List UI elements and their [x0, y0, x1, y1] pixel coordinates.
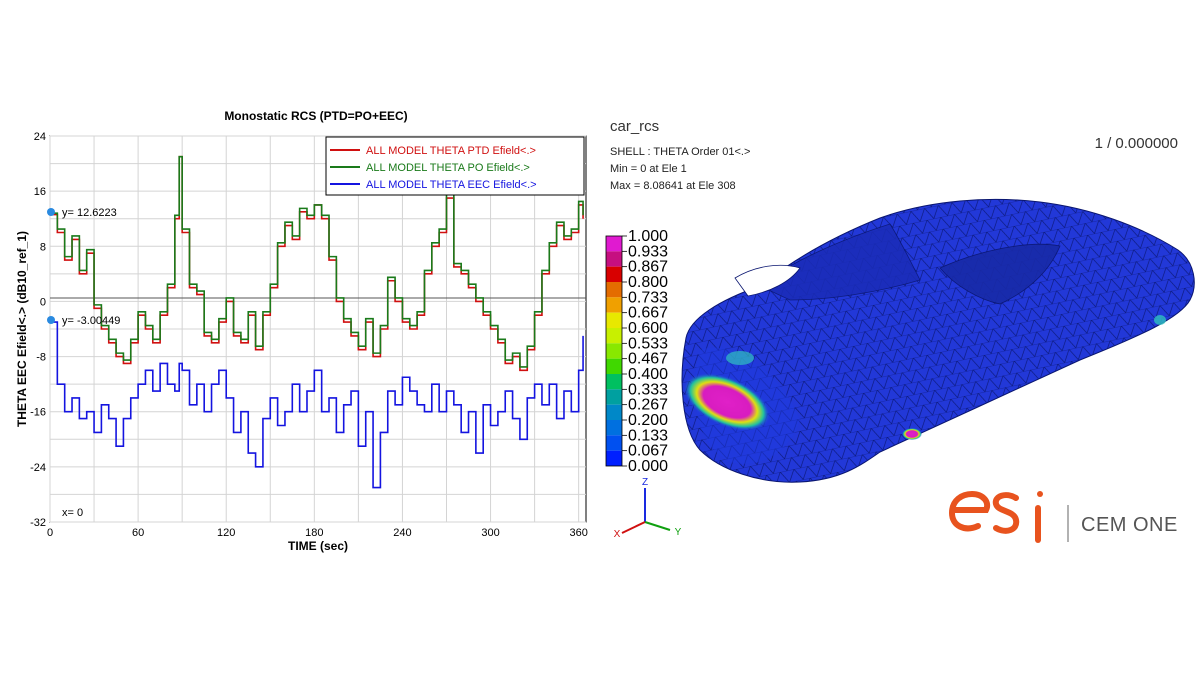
colorbar-label: 0.400 — [628, 366, 668, 383]
x-tick-label: 120 — [217, 527, 235, 539]
model-info-line2: Min = 0 at Ele 1 — [610, 163, 687, 175]
car-mesh-model[interactable] — [675, 198, 1195, 483]
colorbar-label: 0.800 — [628, 274, 668, 291]
x-tick-labels: 0 60 120 180 240 300 360 — [47, 527, 588, 539]
product-name: CEM ONE — [1081, 514, 1178, 536]
colorbar-label: 0.933 — [628, 243, 668, 260]
colorbar-swatch — [606, 297, 622, 313]
axis-triad: Z X Y — [614, 477, 682, 540]
colorbar-swatch — [606, 435, 622, 451]
chart-legend: ALL MODEL THETA PTD Efield<.> ALL MODEL … — [325, 136, 585, 196]
rcs-chart: Monostatic RCS (PTD=PO+EEC) 24 16 8 0 -8 -16 -… — [15, 109, 588, 553]
colorbar-swatch — [606, 404, 622, 420]
triad-x-label: X — [614, 529, 621, 540]
colorbar-label: 0.867 — [628, 259, 668, 276]
y-tick-label: -8 — [36, 352, 46, 364]
x-tick-label: 240 — [393, 527, 411, 539]
colorbar-label: 0.600 — [628, 320, 668, 337]
colorbar-swatch — [606, 266, 622, 282]
model-info-line3: Max = 8.08641 at Ele 308 — [610, 180, 736, 192]
colorbar-swatch — [606, 236, 622, 252]
series-line-po — [50, 155, 584, 368]
x-tick-label: 360 — [569, 527, 587, 539]
colorbar-label: 0.267 — [628, 397, 668, 414]
colorbar-swatch — [606, 328, 622, 344]
upper-marker-handle[interactable] — [47, 208, 55, 216]
colorbar-swatch — [606, 343, 622, 359]
brand-block: CEM ONE — [948, 490, 1178, 543]
frame-readout: 1 / 0.000000 — [1095, 135, 1178, 152]
x-tick-label: 180 — [305, 527, 323, 539]
y-tick-label: 16 — [34, 186, 46, 198]
color-legend: 1.0000.9330.8670.8000.7330.6670.6000.533… — [605, 228, 668, 475]
lower-marker-readout: y= -3.00449 — [62, 315, 120, 327]
chart-grid — [49, 135, 586, 523]
y-tick-label: 24 — [34, 131, 46, 143]
colorbar-label: 1.000 — [628, 228, 668, 245]
colorbar-label: 0.067 — [628, 443, 668, 460]
series-lines — [50, 155, 584, 489]
colorbar-swatch — [606, 450, 622, 466]
x-tick-label: 0 — [47, 527, 53, 539]
upper-marker-readout: y= 12.6223 — [62, 207, 117, 219]
model-view: car_rcs SHELL : THETA Order 01<.> Min = … — [605, 118, 1195, 540]
y-tick-label: -32 — [30, 517, 46, 529]
legend-label-po: ALL MODEL THETA PO Efield<.> — [366, 162, 530, 174]
model-info-line1: SHELL : THETA Order 01<.> — [610, 146, 750, 158]
colorbar-label: 0.133 — [628, 427, 668, 444]
colorbar-swatch — [606, 282, 622, 298]
esi-logo — [948, 490, 1043, 543]
y-tick-label: 8 — [40, 241, 46, 253]
colorbar-swatch — [606, 251, 622, 267]
colorbar-label: 0.467 — [628, 351, 668, 368]
y-tick-label: -16 — [30, 407, 46, 419]
colorbar-label: 0.200 — [628, 412, 668, 429]
y-axis-label: THETA EEC Efield<.> (dB10_ref_1) — [15, 231, 29, 427]
triad-y-label: Y — [675, 527, 682, 538]
y-tick-label: 0 — [40, 296, 46, 308]
y-tick-label: -24 — [30, 462, 46, 474]
x-tick-label: 60 — [132, 527, 144, 539]
colorbar-swatch — [606, 420, 622, 436]
colorbar-swatch — [606, 374, 622, 390]
colorbar-swatch — [606, 312, 622, 328]
colorbar-label: 0.000 — [628, 458, 668, 475]
lower-marker-handle[interactable] — [47, 316, 55, 324]
colorbar-label: 0.533 — [628, 335, 668, 352]
y-tick-labels: 24 16 8 0 -8 -16 -24 -32 — [30, 131, 46, 529]
colorbar-label: 0.333 — [628, 381, 668, 398]
x-axis-label: TIME (sec) — [288, 539, 348, 553]
series-line-eec — [50, 321, 584, 489]
model-name: car_rcs — [610, 118, 659, 135]
legend-label-ptd: ALL MODEL THETA PTD Efield<.> — [366, 145, 536, 157]
colorbar-label: 0.733 — [628, 289, 668, 306]
colorbar-swatch — [606, 389, 622, 405]
colorbar-swatch — [606, 358, 622, 374]
colorbar-frame — [605, 235, 623, 467]
colorbar-label: 0.667 — [628, 305, 668, 322]
x-marker-readout: x= 0 — [62, 507, 83, 519]
x-tick-label: 300 — [481, 527, 499, 539]
chart-title: Monostatic RCS (PTD=PO+EEC) — [224, 109, 407, 123]
legend-box — [325, 136, 585, 196]
legend-label-eec: ALL MODEL THETA EEC Efield<.> — [366, 179, 537, 191]
triad-z-label: Z — [642, 477, 648, 488]
